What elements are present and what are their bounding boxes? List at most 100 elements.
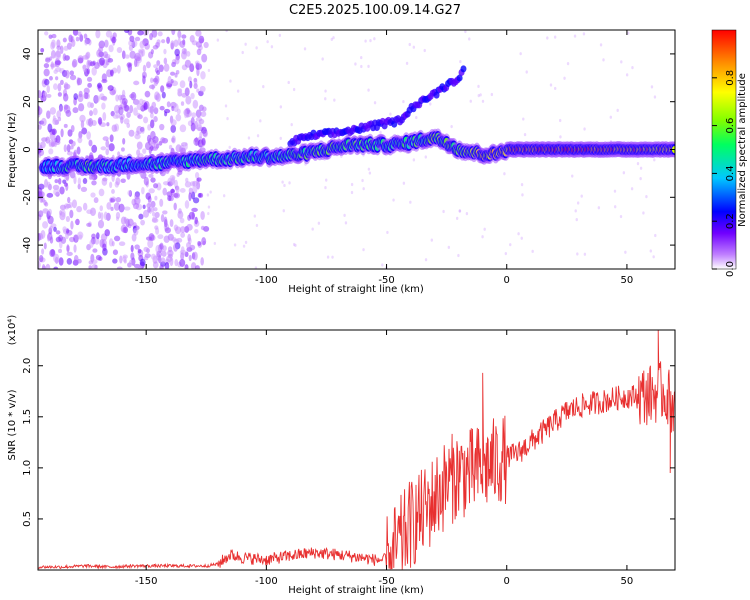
noise-speckle (148, 84, 156, 90)
noise-speckle (58, 257, 64, 266)
noise-speckle (169, 257, 174, 267)
noise-speckle (97, 211, 102, 220)
noise-speckle (73, 149, 78, 157)
noise-speckle (111, 36, 117, 44)
noise-speckle (96, 232, 100, 240)
noise-speckle (576, 252, 579, 256)
noise-speckle (170, 237, 177, 242)
noise-speckle (639, 177, 642, 181)
noise-speckle (381, 263, 384, 267)
noise-speckle (153, 140, 158, 150)
noise-speckle (616, 108, 619, 112)
noise-speckle (207, 205, 211, 209)
y-tick-label: 2.0 (22, 358, 33, 374)
noise-speckle (609, 115, 613, 119)
noise-speckle (69, 209, 74, 219)
noise-speckle (519, 52, 522, 56)
noise-speckle (179, 124, 187, 133)
noise-speckle (179, 80, 186, 89)
noise-speckle (47, 123, 53, 133)
noise-speckle (549, 83, 553, 87)
noise-speckle (86, 76, 93, 82)
noise-speckle (200, 225, 205, 231)
noise-speckle (81, 127, 88, 135)
noise-speckle (153, 183, 159, 189)
noise-speckle (622, 171, 626, 175)
noise-speckle (292, 242, 296, 247)
noise-speckle (481, 99, 485, 103)
noise-speckle (216, 38, 220, 42)
noise-speckle (121, 147, 125, 152)
noise-speckle (479, 93, 482, 97)
noise-speckle (190, 262, 197, 269)
noise-speckle (144, 90, 151, 98)
noise-speckle (170, 124, 177, 133)
noise-speckle (167, 75, 172, 85)
noise-speckle (66, 251, 73, 256)
noise-speckle (55, 76, 59, 81)
y-tick-label: 20 (22, 95, 33, 108)
noise-speckle (625, 73, 629, 77)
noise-speckle (459, 59, 462, 64)
noise-speckle (142, 75, 146, 85)
noise-speckle (170, 40, 175, 50)
noise-speckle (120, 216, 127, 225)
noise-speckle (92, 107, 98, 116)
noise-speckle (66, 144, 71, 153)
noise-speckle (279, 136, 282, 140)
snr-y-axis-label: SNR (10 * v/v) (7, 389, 18, 460)
noise-speckle (95, 254, 102, 261)
noise-speckle (173, 202, 177, 211)
noise-speckle (170, 188, 176, 193)
noise-speckle (40, 117, 47, 127)
noise-speckle (111, 188, 115, 194)
spectrogram-axes: -150 -100 -50 0 50 -40 -20 0 20 40 (22, 30, 675, 286)
noise-speckle (63, 123, 68, 128)
noise-speckle (92, 60, 96, 66)
noise-speckle (118, 106, 124, 115)
noise-speckle (118, 203, 125, 213)
noise-speckle (163, 63, 170, 72)
noise-speckle (631, 66, 634, 70)
noise-speckle (582, 32, 586, 36)
colorbar-tick-label: 0.4 (725, 165, 736, 181)
noise-speckle (119, 255, 123, 264)
noise-speckle (199, 131, 203, 139)
noise-speckle (134, 133, 141, 140)
noise-speckle (367, 167, 371, 171)
noise-speckle (477, 94, 480, 98)
noise-speckle (106, 202, 112, 210)
noise-speckle (200, 111, 207, 117)
noise-speckle (45, 57, 51, 63)
noise-speckle (74, 219, 80, 225)
noise-speckle (143, 209, 150, 218)
colorbar-label: Normalized spectral amplitude (737, 73, 748, 227)
spectrogram-y-axis-label: Frequency (Hz) (7, 112, 18, 188)
noise-speckle (195, 109, 202, 118)
noise-speckle (650, 85, 654, 89)
noise-speckle (123, 118, 130, 125)
noise-speckle (362, 187, 365, 191)
colorbar: 0.0 0.2 0.4 0.6 0.8 Normalized spectral ampl… (711, 29, 748, 277)
noise-speckle (143, 176, 149, 186)
noise-speckle (128, 44, 134, 51)
noise-speckle (369, 39, 372, 43)
noise-speckle (523, 132, 527, 137)
noise-speckle (72, 30, 79, 36)
noise-speckle (79, 114, 86, 123)
noise-speckle (60, 128, 64, 138)
noise-speckle (78, 131, 83, 139)
noise-speckle (159, 123, 165, 131)
noise-speckle (69, 145, 74, 150)
noise-speckle (324, 186, 327, 190)
noise-speckle (142, 30, 149, 36)
noise-speckle (55, 230, 61, 235)
noise-speckle (133, 58, 138, 68)
noise-speckle (597, 206, 601, 210)
noise-speckle (98, 188, 105, 197)
noise-speckle (151, 101, 157, 109)
noise-speckle (424, 155, 427, 159)
noise-speckle (48, 34, 53, 39)
noise-speckle (255, 46, 258, 50)
noise-speckle (108, 143, 115, 152)
